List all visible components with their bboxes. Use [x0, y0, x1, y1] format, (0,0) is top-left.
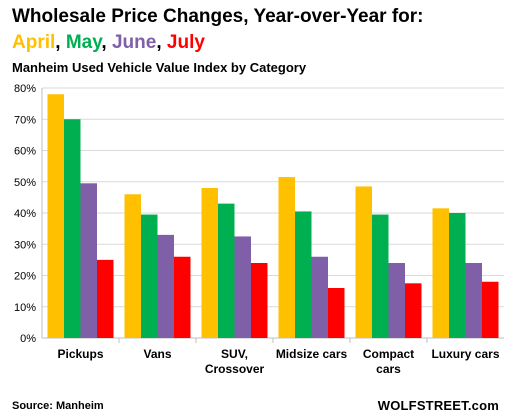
bar-june	[388, 263, 405, 338]
x-tick-label: Compact	[363, 347, 414, 361]
bar-june	[80, 183, 97, 338]
bar-june	[157, 234, 174, 338]
y-tick-label: 10%	[14, 302, 36, 314]
bar-may	[449, 213, 466, 338]
bar-may	[64, 119, 81, 338]
x-tick-label: SUV,	[221, 347, 248, 361]
bar-may	[295, 211, 312, 338]
chart-subtitle: Manheim Used Vehicle Value Index by Cate…	[12, 60, 307, 75]
x-tick-label: cars	[376, 362, 401, 376]
bar-april	[47, 94, 64, 338]
bar-july	[97, 259, 114, 338]
bar-july	[482, 281, 499, 338]
x-tick-label: Vans	[143, 347, 171, 361]
bar-april	[124, 194, 141, 338]
bar-april	[201, 188, 218, 338]
y-tick-label: 50%	[14, 177, 36, 189]
source-note: Source: Manheim	[12, 400, 104, 412]
bar-july	[405, 283, 422, 338]
x-tick-label: Crossover	[205, 362, 265, 376]
bar-april	[278, 177, 295, 338]
legend-may: May	[65, 32, 102, 53]
y-tick-label: 70%	[14, 114, 36, 126]
y-tick-label: 0%	[20, 333, 36, 345]
y-tick-label: 40%	[14, 208, 36, 220]
legend-separator: ,	[156, 32, 167, 53]
legend-april: April	[12, 32, 56, 53]
x-tick-label: Pickups	[57, 347, 103, 361]
bar-july	[174, 256, 191, 338]
legend-june: June	[111, 32, 157, 53]
bar-may	[372, 214, 389, 338]
y-tick-label: 30%	[14, 239, 36, 251]
legend-separator: ,	[55, 32, 66, 53]
bar-june	[465, 263, 482, 338]
y-tick-label: 80%	[14, 83, 36, 95]
x-tick-label: Luxury cars	[431, 347, 499, 361]
bar-april	[355, 186, 372, 338]
brand-logo: WOLFSTREET.com	[377, 398, 499, 413]
y-tick-label: 20%	[14, 271, 36, 283]
bar-may	[218, 203, 235, 338]
bar-may	[141, 214, 158, 338]
chart-title: Wholesale Price Changes, Year-over-Year …	[12, 6, 424, 27]
series-legend-line: April, May, June, July	[12, 32, 205, 54]
bar-july	[251, 263, 268, 338]
bar-june	[234, 236, 251, 338]
x-tick-label: Midsize cars	[276, 347, 348, 361]
bar-june	[311, 256, 328, 338]
legend-july: July	[166, 32, 205, 53]
bar-april	[432, 208, 449, 338]
bar-july	[328, 288, 345, 338]
y-tick-label: 60%	[14, 146, 36, 158]
legend-separator: ,	[101, 32, 112, 53]
